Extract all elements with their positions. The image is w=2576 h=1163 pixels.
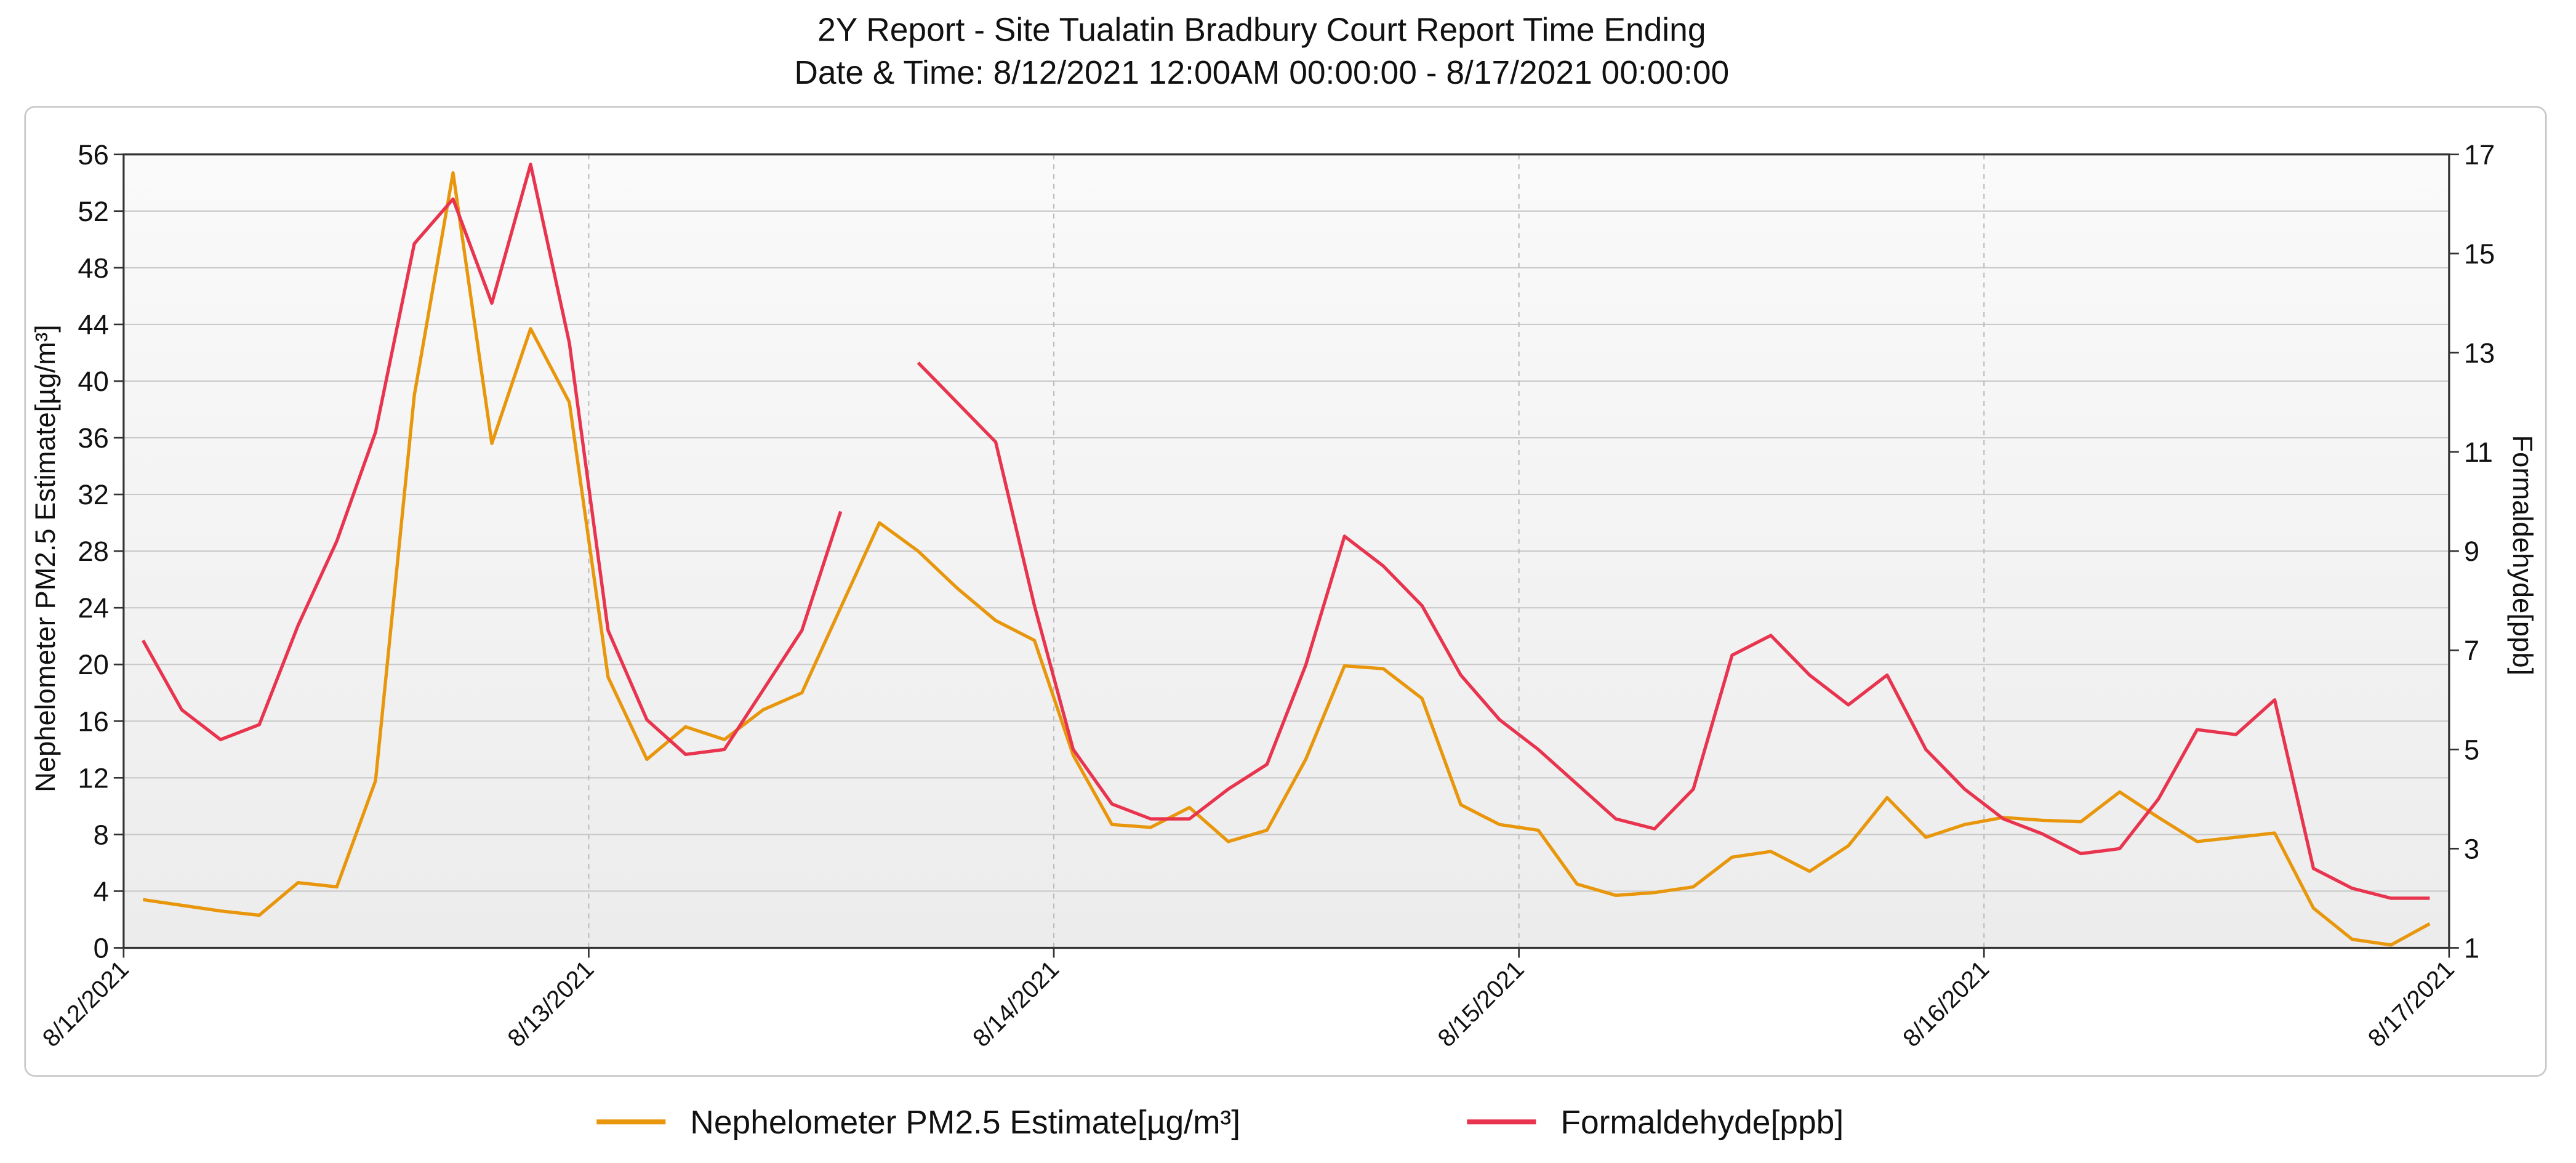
y-tick-label: 44 (78, 309, 108, 340)
y2-tick-label: 1 (2464, 932, 2479, 964)
series-line (142, 171, 2431, 947)
y-tick-label: 16 (78, 706, 108, 737)
y-tick-label: 12 (78, 762, 108, 794)
y2-tick-label: 11 (2464, 437, 2493, 468)
y-tick-label: 40 (78, 366, 108, 397)
y-tick-label: 28 (78, 536, 108, 567)
y-tick-label: 24 (78, 592, 108, 624)
y-axis-label: Nephelometer PM2.5 Estimate[µg/m³] (30, 324, 61, 792)
legend-label: Formaldehyde[ppb] (1560, 1105, 1844, 1141)
y2-tick-label: 17 (2464, 139, 2495, 171)
y-tick-label: 8 (94, 819, 109, 850)
chart-subtitle: Date & Time: 8/12/2021 12:00AM 00:00:00 … (794, 55, 1729, 91)
y-tick-label: 20 (78, 649, 108, 680)
legend-label: Nephelometer PM2.5 Estimate[µg/m³] (690, 1105, 1240, 1141)
y-tick-label: 56 (78, 139, 108, 171)
y2-tick-label: 7 (2464, 635, 2479, 666)
y-tick-label: 48 (78, 252, 108, 284)
y2-tick-label: 15 (2464, 238, 2495, 270)
y-tick-label: 0 (94, 932, 109, 964)
chart-title: 2Y Report - Site Tualatin Bradbury Court… (817, 12, 1706, 49)
y2-tick-label: 13 (2464, 337, 2495, 369)
y-tick-label: 52 (78, 196, 108, 227)
y2-tick-label: 3 (2464, 833, 2479, 864)
y-tick-label: 36 (78, 422, 108, 454)
y2-axis-label: Formaldehyde[ppb] (2507, 435, 2538, 675)
y2-tick-label: 9 (2464, 536, 2479, 567)
y-tick-label: 4 (94, 875, 109, 907)
plot-border (122, 153, 2450, 949)
y-tick-label: 32 (78, 479, 108, 510)
series-line (141, 163, 2430, 900)
y2-tick-label: 5 (2464, 734, 2479, 765)
